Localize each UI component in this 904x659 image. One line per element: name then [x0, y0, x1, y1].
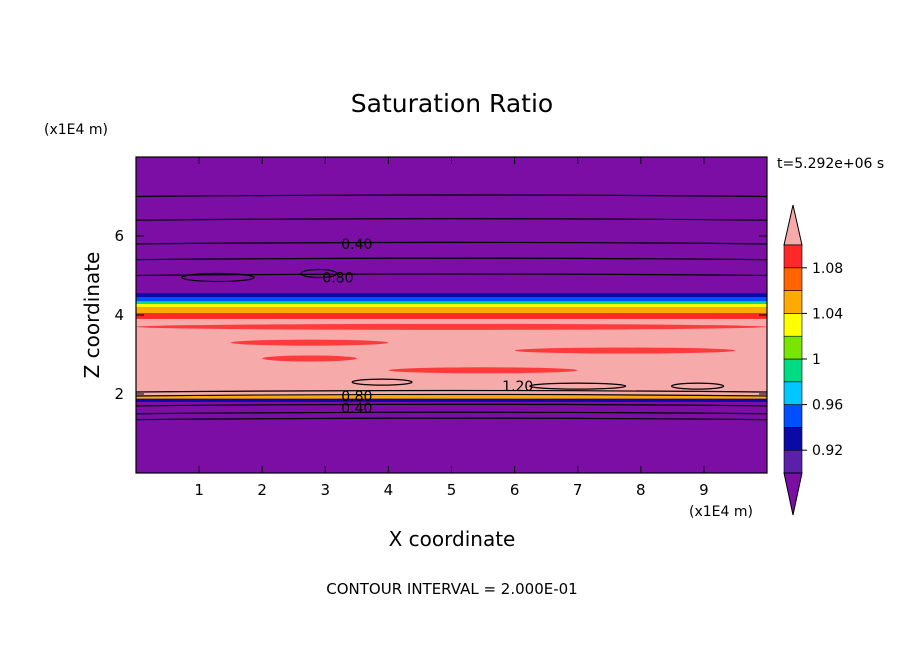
contour-loop-0 — [181, 272, 255, 283]
contour-label-0: 0.40 — [341, 237, 372, 253]
time-label: t=5.292e+06 s — [777, 156, 884, 172]
field-streak-2 — [514, 347, 736, 354]
contour-label-3: 0.80 — [341, 389, 372, 405]
contour-line-4 — [135, 273, 768, 277]
y-axis-label: Z coordinate — [80, 252, 104, 379]
colorbar-over-arrow — [783, 204, 803, 246]
colorbar-tick-label-3: 0.96 — [812, 398, 843, 414]
contour-line-2 — [135, 241, 768, 245]
contour-line-1 — [135, 218, 768, 221]
colorbar-segment-0 — [783, 449, 803, 474]
colorbar-segment-1 — [783, 427, 803, 451]
field-detail-0 — [136, 293, 767, 298]
contour-line-5 — [135, 389, 768, 393]
contour-line-7 — [135, 403, 768, 407]
axes: 1 2 3 4 5 6 7 8 9 2 4 6 — [114, 157, 767, 499]
contour-field — [136, 157, 767, 473]
field-band-1 — [136, 318, 767, 398]
contour-label-2: 1.20 — [502, 379, 533, 395]
field-band-3 — [136, 157, 767, 296]
x-unit-label: (x1E4 m) — [689, 504, 753, 520]
y-tick-label-1: 4 — [114, 306, 124, 324]
y-unit-label: (x1E4 m) — [44, 122, 108, 138]
y-tick-label-2: 6 — [114, 227, 124, 245]
field-streak-4 — [388, 367, 578, 374]
contour-loop-2 — [351, 378, 413, 386]
colorbar-segment-4 — [783, 358, 803, 383]
colorbar-tick-label-0: 1.08 — [812, 261, 843, 277]
contour-loop-1 — [300, 268, 338, 279]
x-tick-label-6: 7 — [573, 481, 583, 499]
field-detail-5 — [136, 395, 767, 399]
field-streak-3 — [262, 355, 357, 362]
colorbar-segment-5 — [783, 335, 803, 360]
colorbar-segment-6 — [783, 313, 803, 337]
contour-interval-note: CONTOUR INTERVAL = 2.000E-01 — [326, 580, 577, 598]
field-detail-4 — [136, 307, 767, 314]
x-tick-label-5: 6 — [510, 481, 520, 499]
x-tick-label-2: 3 — [321, 481, 331, 499]
contour-loop-4 — [670, 382, 725, 390]
field-detail-3 — [136, 303, 767, 308]
colorbar-under-arrow — [783, 472, 803, 516]
y-tick-label-0: 2 — [114, 385, 124, 403]
field-band-0 — [136, 397, 767, 473]
x-tick-label-8: 9 — [699, 481, 709, 499]
contour-line-0 — [135, 194, 768, 198]
x-tick-label-3: 4 — [384, 481, 394, 499]
x-tick-label-0: 1 — [194, 481, 204, 499]
contour-line-8 — [135, 411, 768, 415]
x-tick-label-1: 2 — [257, 481, 267, 499]
x-tick-label-4: 5 — [447, 481, 457, 499]
field-detail-6 — [136, 398, 767, 402]
field-detail-1 — [136, 297, 767, 302]
contour-line-9 — [135, 417, 768, 421]
contour-label-4: 0.40 — [341, 401, 372, 417]
contour-loop-3 — [529, 382, 627, 390]
x-tick-label-7: 8 — [636, 481, 646, 499]
x-axis-label: X coordinate — [389, 527, 516, 551]
field-detail-2 — [136, 301, 767, 304]
colorbar-tick-label-2: 1 — [812, 352, 821, 368]
colorbar-tick-label-1: 1.04 — [812, 306, 843, 322]
colorbar-segment-8 — [783, 267, 803, 291]
chart-title: Saturation Ratio — [351, 89, 553, 118]
colorbar-tick-label-4: 0.92 — [812, 443, 843, 459]
field-streak-0 — [136, 323, 767, 330]
contour-label-1: 0.80 — [322, 270, 353, 286]
colorbar-segment-3 — [783, 381, 803, 405]
contour-line-6 — [135, 393, 768, 397]
colorbar: 1.08 1.04 1 0.96 0.92 — [783, 204, 843, 516]
contour-line-3 — [135, 257, 768, 261]
field-streak-1 — [230, 339, 389, 346]
colorbar-segment-7 — [783, 290, 803, 314]
colorbar-segment-9 — [783, 244, 803, 269]
contour-lines: 0.400.801.200.800.40 — [135, 194, 768, 421]
colorbar-segment-2 — [783, 404, 803, 428]
